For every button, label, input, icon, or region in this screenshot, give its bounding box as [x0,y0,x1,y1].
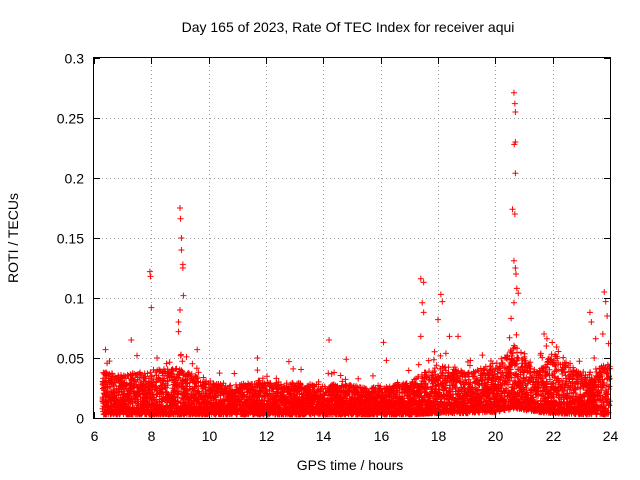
data-point [115,389,122,396]
data-point [193,365,200,372]
data-point [220,380,227,387]
data-point [254,367,261,374]
data-point [189,360,196,367]
data-point [107,384,114,391]
data-point [178,351,185,358]
data-point [183,353,190,360]
data-point [163,360,170,367]
data-point [415,361,422,368]
data-point [166,359,173,366]
data-point [231,370,238,377]
data-point [106,358,113,365]
data-point [179,358,186,365]
grid-lines [94,58,610,418]
data-point [437,352,444,359]
data-point [164,378,171,385]
data-point [136,376,143,383]
data-point [216,370,223,377]
data-point [513,331,520,338]
data-point [178,367,185,374]
data-point [521,350,528,357]
chart-title: Day 165 of 2023, Rate Of TEC Index for r… [182,19,515,35]
data-point [104,388,111,395]
data-point [227,382,234,389]
data-point [159,388,166,395]
data-point [337,372,344,379]
data-point [153,384,160,391]
data-point [174,398,181,405]
data-point [442,350,449,357]
data-point [479,352,486,359]
data-point [518,349,524,356]
data-point [431,348,438,355]
data-point [506,334,513,341]
data-point [195,369,202,376]
data-point [184,390,191,397]
data-point [193,374,200,381]
data-point [185,369,192,376]
data-point [290,365,297,372]
data-point [405,367,412,374]
data-point [144,370,151,377]
data-point [369,372,376,379]
data-point [194,375,201,382]
data-point [430,356,437,363]
data-points [99,89,613,418]
data-point [298,366,305,373]
data-point [162,385,169,392]
data-point [156,368,163,375]
data-point [200,374,207,381]
data-point [498,355,505,362]
data-point [148,381,155,388]
data-point [173,365,180,372]
data-point [355,375,362,382]
data-point [131,377,138,384]
